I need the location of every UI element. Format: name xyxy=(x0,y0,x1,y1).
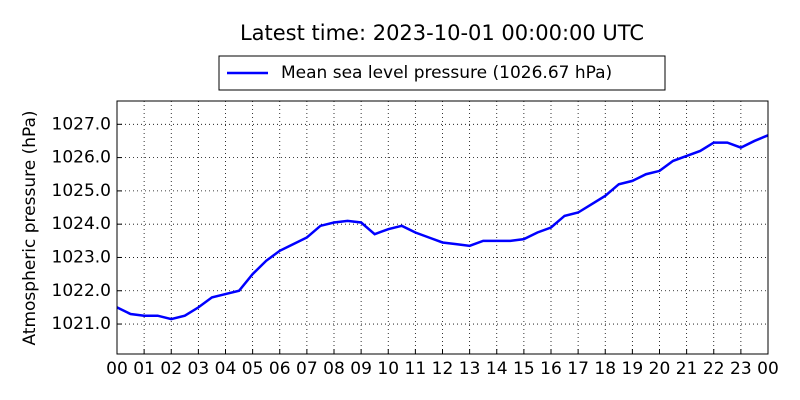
x-tick-label: 05 xyxy=(242,359,264,379)
y-axis-label: Atmospheric pressure (hPa) xyxy=(20,110,40,345)
x-tick-label: 17 xyxy=(567,359,589,379)
x-tick-label: 22 xyxy=(703,359,725,379)
y-tick-label: 1025.0 xyxy=(52,181,111,201)
x-tick-label: 14 xyxy=(486,359,508,379)
x-tick-label: 15 xyxy=(513,359,535,379)
line xyxy=(116,134,769,321)
x-tick-label: 08 xyxy=(323,359,345,379)
x-tick-label: 10 xyxy=(377,359,399,379)
y-tick-label: 1026.0 xyxy=(52,148,111,168)
x-tick-label: 23 xyxy=(730,359,752,379)
plot-frame xyxy=(116,100,769,355)
y-tick-label: 1021.0 xyxy=(52,314,111,334)
x-tick-label: 19 xyxy=(622,359,644,379)
legend-box xyxy=(218,55,666,91)
x-tick-label: 12 xyxy=(432,359,454,379)
x-tick-label: 16 xyxy=(540,359,562,379)
y-tick-label: 1024.0 xyxy=(52,214,111,234)
x-tick-label: 11 xyxy=(405,359,427,379)
y-tick-label: 1022.0 xyxy=(52,281,111,301)
x-tick-label: 01 xyxy=(133,359,155,379)
legend-label: Mean sea level pressure (1026.67 hPa) xyxy=(281,63,612,83)
x-tick-label: 21 xyxy=(676,359,698,379)
x-tick-label: 03 xyxy=(188,359,210,379)
chart-title: Latest time: 2023-10-01 00:00:00 UTC xyxy=(240,21,644,45)
x-tick-label: 09 xyxy=(350,359,372,379)
x-tick-label: 07 xyxy=(296,359,318,379)
x-tick-label: 18 xyxy=(594,359,616,379)
x-tick-label: 13 xyxy=(459,359,481,379)
x-tick-label: 02 xyxy=(160,359,182,379)
x-tick-label: 00 xyxy=(106,359,128,379)
x-tick-label: 20 xyxy=(649,359,671,379)
y-tick-label: 1023.0 xyxy=(52,247,111,267)
x-tick-label: 04 xyxy=(215,359,237,379)
x-tick-label: 06 xyxy=(269,359,291,379)
y-tick-label: 1027.0 xyxy=(52,114,111,134)
x-tick-label: 00 xyxy=(757,359,779,379)
